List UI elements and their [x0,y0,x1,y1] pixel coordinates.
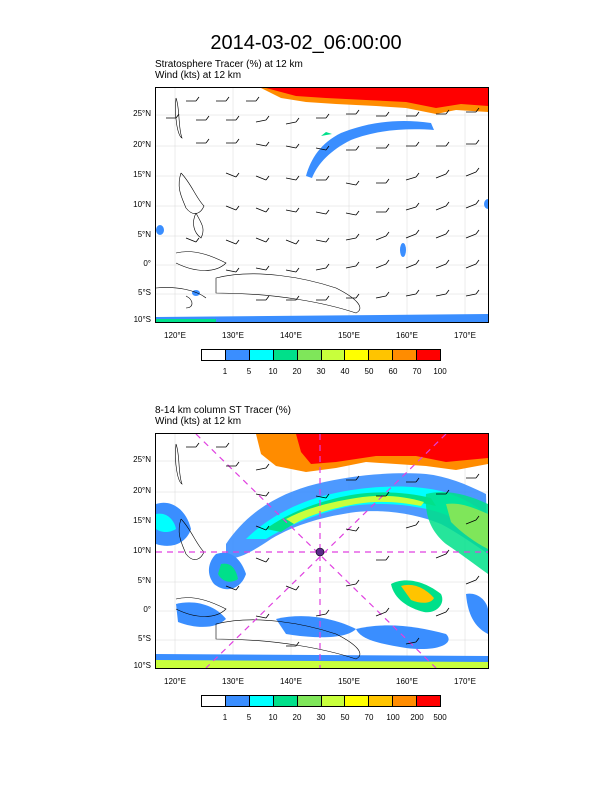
panel1-lat-tick-5n: 5°N [137,230,151,239]
panel2-colorbar-label: 20 [292,713,302,722]
panel2-lat-tick-25n: 25°N [133,455,151,464]
panel2-lon-tick-150e: 150°E [338,677,360,686]
panel1-colorbar-swatch [369,350,394,360]
panel2-colorbar-label: 1 [222,713,228,722]
panel1-lon-tick-120e: 120°E [164,331,186,340]
panel2-colorbar-label: 10 [268,713,278,722]
panel2-lat-tick-5n: 5°N [137,576,151,585]
panel1-colorbar [201,349,441,361]
panel1-map [155,87,489,323]
panel2-colorbar-label: 200 [410,713,424,722]
panel1-colorbar-swatch [321,350,346,360]
panel2-lon-tick-140e: 140°E [280,677,302,686]
panel2-colorbar-label: 70 [364,713,374,722]
panel2-colorbar-swatch [297,696,322,706]
panel1-lat-tick-25n: 25°N [133,109,151,118]
panel1-colorbar-swatch [345,350,370,360]
panel2-colorbar-label: 30 [316,713,326,722]
panel2-lon-tick-170e: 170°E [454,677,476,686]
panel2-colorbar-label: 500 [433,713,447,722]
map-title: 2014-03-02_06:00:00 [210,32,402,54]
panel1-lat-tick-20n: 20°N [133,140,151,149]
panel2-colorbar-swatch [321,696,346,706]
panel1-lon-tick-170e: 170°E [454,331,476,340]
panel1-colorbar-label: 30 [316,367,326,376]
panel2-colorbar-label: 100 [386,713,400,722]
panel2-colorbar-label: 5 [246,713,252,722]
panel2-colorbar-swatch [369,696,394,706]
panel1-colorbar-label: 10 [268,367,278,376]
panel1-lat-tick-5s: 5°S [138,288,151,297]
panel1-colorbar-label: 1 [222,367,228,376]
panel1-lat-tick-10s: 10°S [133,315,151,324]
panel2-lat-tick-5s: 5°S [138,634,151,643]
panel1-colorbar-label: 60 [388,367,398,376]
panel2-title-line2: Wind (kts) at 12 km [155,416,242,427]
panel1-map-svg [156,88,488,322]
panel1-colorbar-swatch [297,350,322,360]
panel2-colorbar-label: 50 [340,713,350,722]
panel1-title-line1: Stratosphere Tracer (%) at 12 km [155,59,303,70]
panel2-colorbar-swatch [202,696,226,706]
panel2-map [155,433,489,669]
panel1-colorbar-labels: 1 5 10 20 30 40 50 60 70 100 [201,367,447,379]
panel1-lat-tick-10n: 10°N [133,200,151,209]
panel2-title-line1: 8-14 km column ST Tracer (%) [155,405,291,416]
panel2-colorbar-swatch [249,696,274,706]
panel1-lat-tick-0: 0° [143,259,151,268]
panel1-lon-tick-140e: 140°E [280,331,302,340]
panel2-lat-tick-10n: 10°N [133,546,151,555]
panel2-lat-tick-20n: 20°N [133,486,151,495]
panel1-colorbar-label: 70 [412,367,422,376]
panel1-title-line2: Wind (kts) at 12 km [155,70,242,81]
panel2-colorbar-labels: 1 5 10 20 30 50 70 100 200 500 [201,713,447,725]
panel2-lon-tick-160e: 160°E [396,677,418,686]
panel1-lon-tick-160e: 160°E [396,331,418,340]
panel2-colorbar-swatch [225,696,250,706]
panel1-colorbar-swatch [202,350,226,360]
panel1-colorbar-label: 40 [340,367,350,376]
panel1-colorbar-swatch [273,350,298,360]
panel2-lat-tick-15n: 15°N [133,516,151,525]
panel1-colorbar-swatch [393,350,418,360]
panel1-lon-tick-130e: 130°E [222,331,244,340]
panel1-lon-tick-150e: 150°E [338,331,360,340]
panel2-lat-tick-0: 0° [143,605,151,614]
panel2-lat-tick-10s: 10°S [133,661,151,670]
panel1-colorbar-label: 100 [433,367,447,376]
panel1-colorbar-label: 50 [364,367,374,376]
panel2-colorbar [201,695,441,707]
panel2-colorbar-swatch [273,696,298,706]
panel2-map-svg [156,434,488,668]
panel2-colorbar-swatch [393,696,418,706]
panel2-lon-tick-120e: 120°E [164,677,186,686]
panel2-lon-tick-130e: 130°E [222,677,244,686]
panel1-colorbar-label: 20 [292,367,302,376]
panel1-lat-tick-15n: 15°N [133,170,151,179]
panel1-colorbar-label: 5 [246,367,252,376]
panel1-colorbar-swatch [249,350,274,360]
panel2-colorbar-swatch [417,696,441,706]
panel1-colorbar-swatch [417,350,441,360]
panel2-colorbar-swatch [345,696,370,706]
panel1-colorbar-swatch [225,350,250,360]
